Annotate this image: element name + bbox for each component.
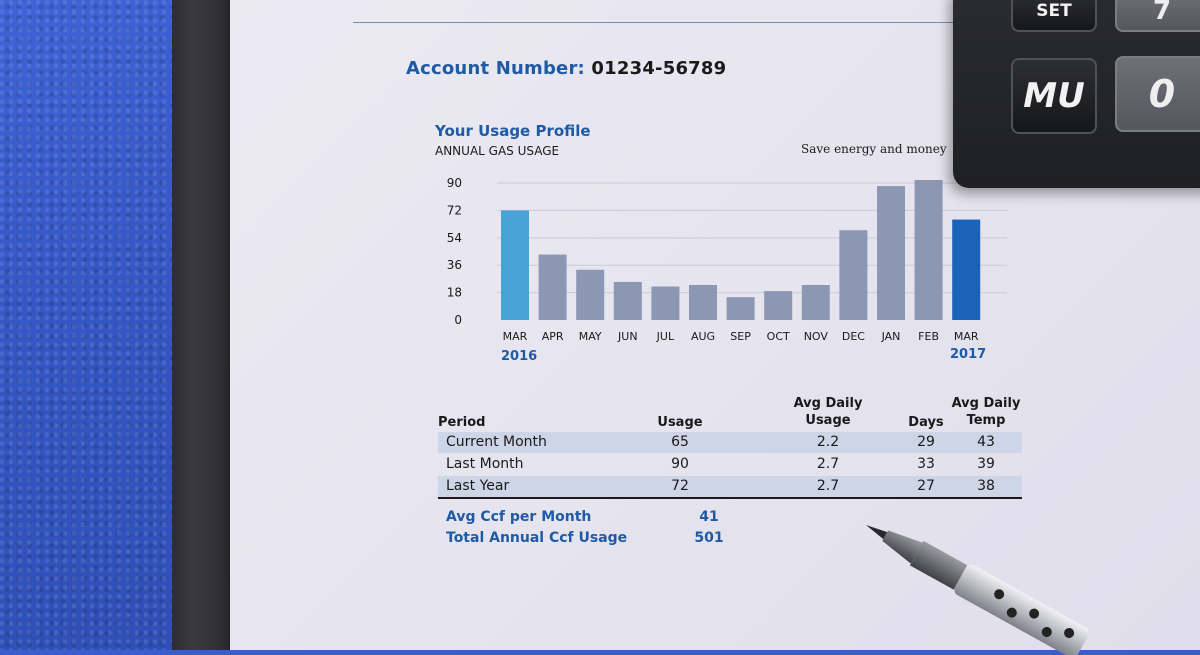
y-tick-label: 36 [447, 258, 462, 272]
top-divider [353, 22, 953, 23]
total-ccf-label: Total Annual Ccf Usage [446, 530, 628, 546]
account-label: Account Number: [406, 58, 585, 79]
calculator-key-mu: MU [1011, 58, 1097, 134]
x-tick-label: APR [542, 330, 564, 343]
cell-period: Last Month [446, 456, 524, 472]
table-row: Last Year 72 2.7 27 38 [438, 476, 1022, 497]
x-tick-label: JUL [656, 330, 675, 343]
table-row: Current Month 65 2.2 29 43 [438, 432, 1022, 453]
cell-avg-daily-usage: 2.7 [816, 478, 840, 494]
y-tick-label: 72 [447, 203, 462, 217]
bar [877, 186, 905, 320]
x-tick-label: MAR [954, 330, 979, 343]
cell-avg-daily-usage: 2.7 [816, 456, 840, 472]
ballpoint-pen [866, 525, 1089, 655]
bar [764, 291, 793, 320]
bar [839, 230, 868, 320]
year-end-label: 2017 [950, 347, 987, 362]
x-tick-label: MAR [503, 330, 528, 343]
bar [501, 210, 529, 320]
cell-temp: 39 [977, 456, 995, 472]
total-ccf-value: 501 [694, 530, 724, 546]
x-tick-label: SEP [730, 330, 751, 343]
y-tick-label: 90 [447, 176, 462, 190]
bar [914, 180, 943, 320]
table-bottom-rule [438, 497, 1022, 499]
x-tick-label: NOV [804, 330, 829, 343]
usage-bar-chart: 0 18 36 54 72 90 MAR APR MAY JUN JUL AUG SEP OCT NOV DE… [447, 176, 1007, 343]
header-avg-daily-usage: Avg Daily Usage [788, 395, 868, 429]
x-tick-label: MAY [579, 330, 602, 343]
x-tick-label: AUG [691, 330, 715, 343]
table-row: Last Month 90 2.7 33 39 [438, 454, 1022, 475]
calculator-key-7: 7 [1115, 0, 1200, 32]
cell-temp: 43 [977, 434, 995, 450]
bar [801, 285, 830, 320]
header-avg-daily-usage-line2: Usage [805, 413, 851, 428]
cell-usage: 65 [671, 434, 689, 450]
header-usage: Usage [657, 415, 703, 430]
header-avg-daily-temp: Avg Daily Temp [948, 395, 1024, 429]
cell-temp: 38 [977, 478, 995, 494]
y-tick-label: 0 [454, 313, 462, 327]
cell-usage: 72 [671, 478, 689, 494]
calculator: SET 7 MU 0 [953, 0, 1200, 188]
header-avg-daily-temp-line1: Avg Daily [951, 396, 1021, 411]
cell-period: Current Month [446, 434, 547, 450]
y-tick-label: 54 [447, 231, 462, 245]
save-energy-note: Save energy and money [801, 142, 947, 156]
bar [689, 285, 717, 320]
account-number-line: Account Number: 01234-56789 [406, 58, 726, 79]
x-tick-label: OCT [767, 330, 790, 343]
bar [651, 286, 680, 320]
chart-subtitle: ANNUAL GAS USAGE [435, 144, 560, 158]
y-tick-label: 18 [447, 286, 462, 300]
x-tick-label: JUN [617, 330, 638, 343]
year-start-label: 2016 [501, 349, 538, 364]
calculator-key-set: SET [1011, 0, 1097, 32]
avg-ccf-value: 41 [699, 509, 719, 525]
cell-days: 33 [917, 456, 935, 472]
bar [538, 254, 567, 320]
cell-avg-daily-usage: 2.2 [816, 434, 840, 450]
x-tick-label: FEB [918, 330, 939, 343]
calculator-key-0: 0 [1115, 56, 1200, 132]
cell-days: 29 [917, 434, 935, 450]
header-period: Period [438, 415, 486, 430]
cell-usage: 90 [671, 456, 689, 472]
binder-strip [172, 0, 234, 650]
bar [726, 297, 755, 320]
bar [576, 269, 605, 320]
blue-felt-background [0, 0, 175, 650]
avg-ccf-label: Avg Ccf per Month [446, 509, 592, 525]
bar [613, 281, 642, 320]
account-number: 01234-56789 [591, 58, 727, 79]
x-tick-label: JAN [881, 330, 901, 343]
cell-days: 27 [917, 478, 935, 494]
header-avg-daily-temp-line2: Temp [966, 413, 1006, 428]
header-avg-daily-usage-line1: Avg Daily [793, 396, 863, 411]
bar [952, 219, 981, 320]
x-tick-label: DEC [842, 330, 865, 343]
chart-title: Your Usage Profile [435, 122, 591, 140]
header-days: Days [908, 415, 944, 430]
cell-period: Last Year [446, 478, 510, 494]
